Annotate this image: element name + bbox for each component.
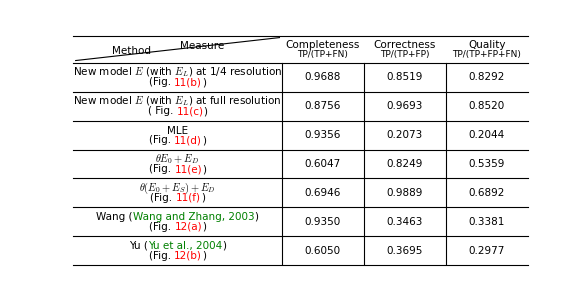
Text: 11(b): 11(b) bbox=[174, 77, 202, 87]
Text: 0.9356: 0.9356 bbox=[305, 130, 341, 140]
Text: ): ) bbox=[202, 251, 206, 261]
Text: 0.9350: 0.9350 bbox=[305, 217, 341, 227]
Text: 0.6946: 0.6946 bbox=[305, 188, 341, 198]
Text: 11(c): 11(c) bbox=[176, 106, 203, 116]
Text: Yu et al., 2004: Yu et al., 2004 bbox=[148, 241, 222, 251]
Text: MLE: MLE bbox=[167, 125, 188, 136]
Text: Yu (: Yu ( bbox=[129, 241, 148, 251]
Text: ): ) bbox=[203, 106, 207, 116]
Text: ): ) bbox=[201, 193, 205, 203]
Text: 0.6050: 0.6050 bbox=[305, 246, 340, 256]
Text: Wang (: Wang ( bbox=[96, 212, 133, 222]
Text: Quality: Quality bbox=[468, 40, 505, 50]
Text: TP/(TP+FP): TP/(TP+FP) bbox=[380, 50, 429, 59]
Text: 0.5359: 0.5359 bbox=[468, 159, 505, 169]
Text: 0.9889: 0.9889 bbox=[386, 188, 423, 198]
Text: TP/(TP+FN): TP/(TP+FN) bbox=[297, 50, 348, 59]
Text: $\theta E_0 + E_D$: $\theta E_0 + E_D$ bbox=[156, 153, 200, 166]
Text: 12(b): 12(b) bbox=[174, 251, 202, 261]
Text: 11(f): 11(f) bbox=[176, 193, 201, 203]
Text: (Fig.: (Fig. bbox=[149, 135, 174, 145]
Text: 0.6047: 0.6047 bbox=[305, 159, 341, 169]
Text: 11(e): 11(e) bbox=[174, 164, 202, 174]
Text: 0.8292: 0.8292 bbox=[468, 72, 505, 82]
Text: New model $E$ (with $E_L$) at full resolution: New model $E$ (with $E_L$) at full resol… bbox=[73, 95, 282, 108]
Text: Wang and Zhang, 2003: Wang and Zhang, 2003 bbox=[133, 212, 255, 222]
Text: ): ) bbox=[202, 222, 206, 232]
Text: 0.9693: 0.9693 bbox=[386, 101, 423, 111]
Text: 0.2044: 0.2044 bbox=[469, 130, 505, 140]
Text: 0.6892: 0.6892 bbox=[468, 188, 505, 198]
Text: 0.9688: 0.9688 bbox=[305, 72, 341, 82]
Text: 0.8249: 0.8249 bbox=[386, 159, 423, 169]
Text: ): ) bbox=[255, 212, 259, 222]
Text: ): ) bbox=[202, 77, 206, 87]
Text: ): ) bbox=[202, 164, 206, 174]
Text: 0.3463: 0.3463 bbox=[386, 217, 423, 227]
Text: 0.2977: 0.2977 bbox=[468, 246, 505, 256]
Text: Correctness: Correctness bbox=[373, 40, 436, 50]
Text: (Fig.: (Fig. bbox=[150, 193, 176, 203]
Text: 0.2073: 0.2073 bbox=[386, 130, 423, 140]
Text: Measure: Measure bbox=[180, 41, 225, 52]
Text: ( Fig.: ( Fig. bbox=[148, 106, 176, 116]
Text: 0.8756: 0.8756 bbox=[305, 101, 341, 111]
Text: 0.3381: 0.3381 bbox=[468, 217, 505, 227]
Text: 0.8520: 0.8520 bbox=[469, 101, 505, 111]
Text: Method: Method bbox=[112, 46, 151, 56]
Text: $\theta(E_0 + E_S) + E_D$: $\theta(E_0 + E_S) + E_D$ bbox=[139, 181, 216, 196]
Text: New model $E$ (with $E_L$) at 1/4 resolution: New model $E$ (with $E_L$) at 1/4 resolu… bbox=[73, 66, 282, 80]
Text: ): ) bbox=[222, 241, 226, 251]
Text: (Fig.: (Fig. bbox=[149, 164, 174, 174]
Text: 11(d): 11(d) bbox=[174, 135, 202, 145]
Text: ): ) bbox=[202, 135, 206, 145]
Text: TP/(TP+FP+FN): TP/(TP+FP+FN) bbox=[453, 50, 521, 59]
Text: (Fig.: (Fig. bbox=[149, 222, 174, 232]
Text: 0.8519: 0.8519 bbox=[386, 72, 423, 82]
Text: (Fig.: (Fig. bbox=[149, 251, 174, 261]
Text: 12(a): 12(a) bbox=[174, 222, 202, 232]
Text: (Fig.: (Fig. bbox=[149, 77, 174, 87]
Text: Completeness: Completeness bbox=[285, 40, 360, 50]
Text: 0.3695: 0.3695 bbox=[386, 246, 423, 256]
